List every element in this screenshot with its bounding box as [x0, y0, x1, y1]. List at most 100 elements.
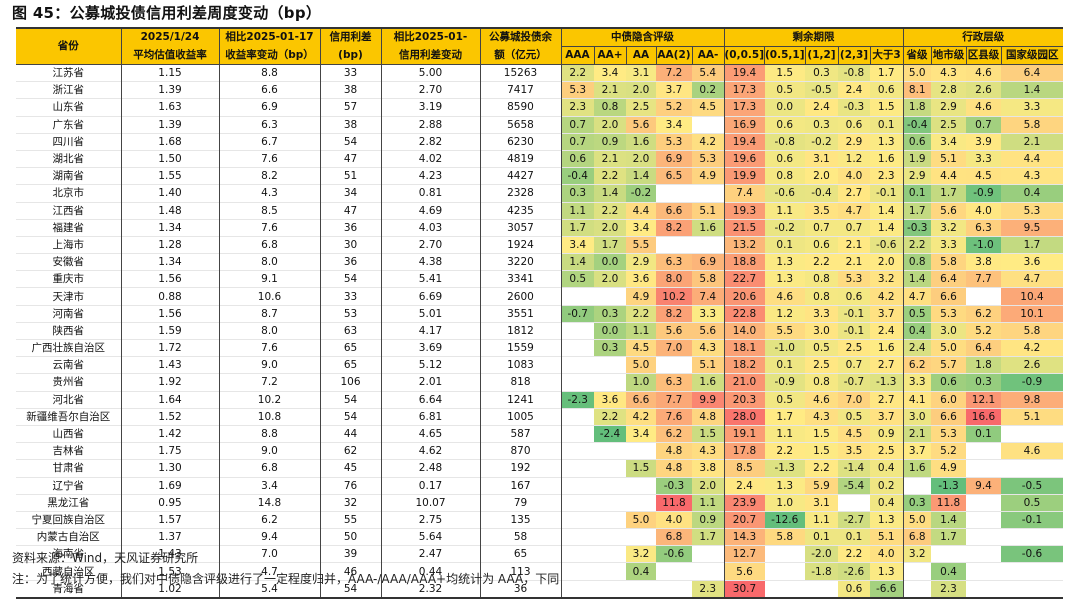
- cell-rating: 7.2: [656, 63, 692, 82]
- cell-term: 0.6: [838, 579, 870, 599]
- cell-term: 2.0: [805, 167, 838, 185]
- cell-rating: 5.0: [626, 510, 656, 529]
- cell-term: 2.2: [805, 253, 838, 271]
- cell-admin: 0.4: [902, 321, 931, 340]
- cell-admin: [966, 562, 1001, 581]
- cell-spread-change: 5.64: [380, 528, 480, 546]
- cell-admin: [966, 545, 1001, 563]
- cell-rating: 8.0: [656, 270, 692, 288]
- cell-yield: 1.69: [120, 476, 219, 495]
- cell-yield: 1.50: [120, 149, 219, 168]
- cell-rating: [594, 528, 626, 546]
- cell-term: -0.9: [764, 373, 805, 392]
- cell-yield-change: 8.0: [218, 321, 320, 340]
- table-row: 湖南省 1.55 8.2 51 4.23 4427 -0.4 2.2 1.4 6.5 4.9 19.9…: [16, 167, 1063, 185]
- cell-admin: -1.3: [931, 476, 966, 495]
- cell-term: -0.2: [805, 132, 838, 151]
- cell-balance: 2600: [479, 287, 561, 306]
- cell-admin: 2.5: [931, 115, 966, 134]
- cell-rating: 8.2: [656, 218, 692, 237]
- cell-term: 16.9: [723, 115, 765, 134]
- cell-admin: 10.1: [1001, 304, 1063, 323]
- cell-admin: 6.4: [931, 270, 966, 288]
- cell-yield-change: 9.0: [218, 356, 320, 374]
- cell-rating: 3.4: [560, 235, 594, 254]
- cell-spread-change: 0.81: [380, 184, 480, 202]
- cell-balance: 1083: [479, 356, 561, 374]
- cell-term: 1.3: [764, 476, 805, 495]
- cell-admin: 4.0: [966, 201, 1001, 220]
- cell-rating: 9.9: [692, 390, 724, 409]
- cell-rating: 3.6: [626, 270, 656, 288]
- cell-term: 19.3: [723, 201, 765, 220]
- cell-term: -0.1: [838, 304, 870, 323]
- cell-rating: [560, 321, 594, 340]
- cell-term: 3.0: [805, 321, 838, 340]
- header-term-col: (0,0.5]: [723, 46, 765, 65]
- cell-spread-change: 5.00: [380, 63, 480, 82]
- cell-term: 0.7: [838, 218, 870, 237]
- table-row: 海南省 1.43 7.0 39 2.47 65 3.2 -0.6 12.7 -2.0 2.2 4.0 3…: [16, 545, 1063, 563]
- cell-admin: 0.6: [902, 132, 931, 151]
- cell-admin: -0.3: [902, 218, 931, 237]
- cell-balance: 65: [479, 545, 561, 563]
- cell-rating: 2.2: [594, 407, 626, 426]
- cell-term: 3.3: [805, 304, 838, 323]
- cell-rating: [560, 510, 594, 529]
- cell-yield-change: 10.6: [218, 287, 320, 306]
- cell-admin: [966, 528, 1001, 546]
- cell-yield-change: 7.6: [218, 338, 320, 357]
- cell-term: 2.5: [838, 338, 870, 357]
- cell-spread-change: 2.88: [380, 115, 480, 134]
- cell-admin: 8.1: [902, 81, 931, 99]
- cell-term: 4.0: [838, 167, 870, 185]
- cell-admin: [902, 476, 931, 495]
- cell-admin: 4.9: [931, 459, 966, 477]
- cell-yield: 1.40: [120, 184, 219, 202]
- cell-province: 西藏自治区: [16, 562, 121, 581]
- cell-term: 1.0: [764, 493, 805, 512]
- cell-balance: 4427: [479, 167, 561, 185]
- cell-rating: 11.8: [656, 493, 692, 512]
- cell-rating: [656, 579, 692, 599]
- cell-province: 山东省: [16, 98, 121, 117]
- cell-rating: 3.7: [656, 81, 692, 99]
- cell-admin: 3.7: [902, 442, 931, 460]
- cell-admin: 0.5: [902, 304, 931, 323]
- cell-province: 云南省: [16, 356, 121, 374]
- cell-term: 0.1: [764, 356, 805, 374]
- cell-yield: 1.39: [120, 115, 219, 134]
- cell-rating: 5.1: [692, 356, 724, 374]
- cell-rating: 0.9: [594, 132, 626, 151]
- cell-yield-change: 6.8: [218, 459, 320, 477]
- cell-term: 0.4: [870, 459, 903, 477]
- cell-term: -0.3: [838, 98, 870, 117]
- cell-spread-change: 6.64: [380, 390, 480, 409]
- cell-province: 江西省: [16, 201, 121, 220]
- cell-province: 四川省: [16, 132, 121, 151]
- cell-term: -1.3: [764, 459, 805, 477]
- cell-balance: 3220: [479, 253, 561, 271]
- cell-term: 19.6: [723, 149, 765, 168]
- cell-term: 4.7: [838, 201, 870, 220]
- table-row: 新疆维吾尔自治区 1.52 10.8 54 6.81 1005 2.2 4.2 7.6 4.8 28…: [16, 407, 1063, 426]
- cell-yield: 1.48: [120, 201, 219, 220]
- cell-rating: 4.5: [692, 98, 724, 117]
- cell-admin: 4.5: [966, 167, 1001, 185]
- cell-admin: 0.3: [902, 493, 931, 512]
- cell-admin: 1.6: [902, 459, 931, 477]
- cell-province: 安徽省: [16, 253, 121, 271]
- cell-rating: 2.0: [626, 81, 656, 99]
- cell-rating: 0.0: [594, 321, 626, 340]
- cell-admin: 3.2: [902, 545, 931, 563]
- header-rating-col: AA+: [593, 46, 626, 65]
- cell-yield: 1.34: [120, 218, 219, 237]
- cell-spread-change: 5.41: [380, 270, 480, 288]
- cell-rating: -0.6: [656, 545, 692, 563]
- cell-rating: [560, 476, 594, 495]
- cell-rating: [692, 235, 724, 254]
- cell-admin: 3.6: [1001, 253, 1063, 271]
- cell-spread: 36: [319, 218, 381, 237]
- cell-rating: 1.7: [594, 235, 626, 254]
- cell-spread: 44: [319, 424, 381, 443]
